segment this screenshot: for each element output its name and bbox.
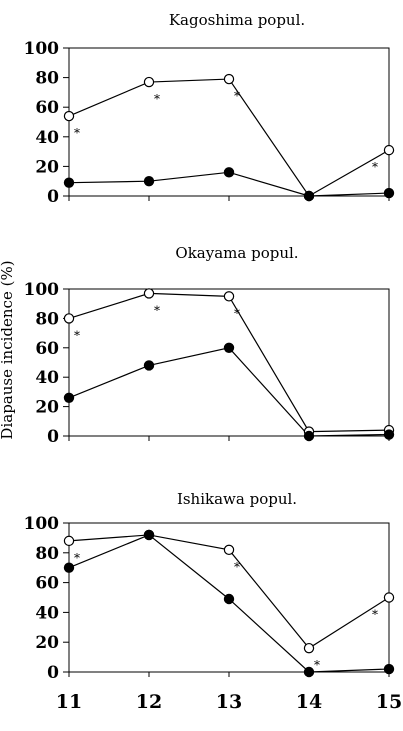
open-circle-point (223, 291, 235, 302)
series-filled-line (68, 347, 390, 437)
y-tick-label: 20 (35, 157, 59, 177)
filled-circle-point (143, 175, 155, 187)
y-tick-label: 80 (35, 544, 59, 564)
open-circle-point (223, 544, 235, 556)
y-tick-label: 100 (24, 280, 60, 300)
y-tick-label: 100 (24, 514, 60, 534)
y-tick-label: 20 (35, 398, 59, 418)
significance-asterisk: * (74, 551, 80, 565)
significance-asterisk: * (74, 126, 80, 140)
y-tick-label: 80 (35, 69, 59, 89)
significance-asterisk: * (154, 303, 160, 317)
open-circle-point (303, 642, 315, 654)
panel-title: Okayama popul. (175, 244, 298, 262)
y-tick-label: 40 (35, 603, 59, 623)
panel-title: Kagoshima popul. (169, 11, 305, 29)
panel-title: Ishikawa popul. (177, 490, 297, 508)
filled-circle-point (303, 430, 315, 442)
filled-circle-point (303, 190, 315, 202)
filled-circle-point (303, 666, 315, 678)
filled-circle-point (223, 167, 235, 178)
open-circle-point (63, 313, 75, 324)
y-tick-label: 60 (35, 574, 59, 594)
x-tick-label: 11 (56, 691, 82, 713)
open-circle-point (223, 73, 235, 85)
y-axis-label: Diapause incidence (%) (0, 260, 16, 439)
y-tick-label: 20 (35, 633, 59, 653)
filled-circle-point (223, 342, 235, 353)
panel-1: Kagoshima popul. 0 20 40 60 80 100 * * * * (24, 11, 395, 207)
x-tick-label: 15 (376, 691, 402, 713)
significance-asterisk: * (74, 328, 80, 342)
significance-asterisk: * (234, 306, 240, 320)
filled-circle-point (383, 663, 395, 675)
series-open-line (68, 292, 390, 433)
y-tick-label: 100 (24, 39, 60, 59)
open-circle-point (383, 592, 395, 603)
filled-circle-point (63, 177, 75, 188)
y-tick-label: 0 (47, 427, 59, 447)
filled-circle-point (143, 360, 155, 371)
filled-circle-point (223, 593, 235, 605)
x-tick-label: 14 (296, 691, 322, 713)
x-tick-label: 13 (216, 691, 242, 713)
filled-circle-point (383, 187, 395, 199)
significance-asterisk: * (234, 89, 240, 103)
plot-frame (68, 288, 390, 437)
panel-2: Okayama popul. 0 20 40 60 80 100 * * * (24, 244, 395, 447)
y-tick-label: 60 (35, 339, 59, 359)
open-circle-point (143, 76, 155, 88)
filled-circle-point (383, 429, 395, 440)
x-axis-ticks: 11 12 13 14 15 (56, 691, 402, 713)
significance-asterisk: * (154, 92, 160, 106)
significance-asterisk: * (314, 658, 320, 672)
significance-asterisk: * (372, 160, 378, 174)
open-circle-point (63, 535, 75, 547)
open-circle-point (143, 288, 155, 299)
x-tick-label: 12 (136, 691, 162, 713)
y-tick-label: 80 (35, 309, 59, 329)
open-circle-point (63, 110, 75, 122)
series-open-line (68, 78, 390, 197)
panel-3: Ishikawa popul. 0 20 40 60 80 100 * * * * (24, 490, 395, 683)
significance-asterisk: * (234, 560, 240, 574)
filled-circle-point (63, 562, 75, 573)
significance-asterisk: * (372, 608, 378, 622)
y-tick-label: 40 (35, 368, 59, 388)
y-tick-label: 40 (35, 128, 59, 148)
y-tick-label: 0 (47, 663, 59, 683)
filled-circle-point (63, 392, 75, 403)
y-tick-label: 60 (35, 98, 59, 118)
open-circle-point (383, 144, 395, 156)
filled-circle-point (143, 529, 155, 541)
y-tick-label: 0 (47, 187, 59, 207)
